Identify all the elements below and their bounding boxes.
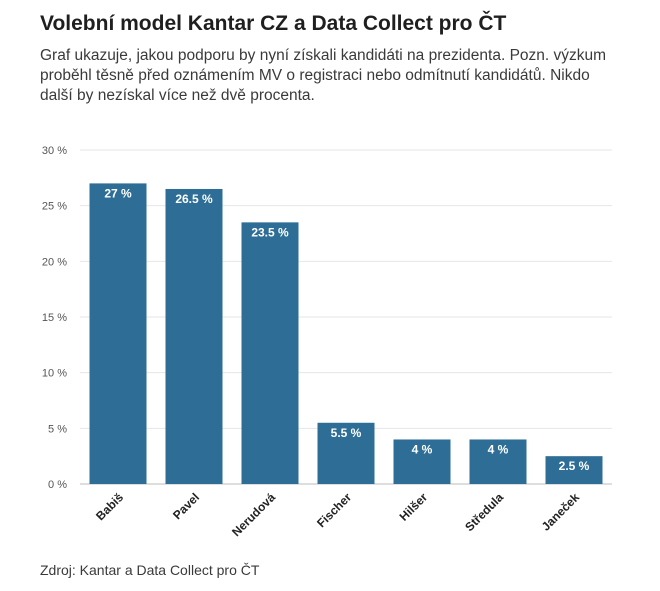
bar xyxy=(241,222,299,484)
chart-subtitle: Graf ukazuje, jakou podporu by nyní získ… xyxy=(40,47,607,104)
bar xyxy=(469,439,527,484)
y-tick-label: 5 % xyxy=(48,423,67,435)
x-tick-label: Pavel xyxy=(170,490,202,522)
bars: 27 % 26.5 % 23.5 % 5.5 % 4 % 4 % 2.5 % xyxy=(89,183,603,484)
bar xyxy=(317,422,375,484)
x-tick-label: Janeček xyxy=(539,490,583,534)
bar xyxy=(393,439,451,484)
y-tick-label: 30 % xyxy=(42,145,67,157)
bar-data-label: 27 % xyxy=(104,186,132,200)
x-tick-label: Hilšer xyxy=(397,490,431,524)
y-tick-label: 20 % xyxy=(42,256,67,268)
bar xyxy=(545,456,603,484)
bar-data-label: 4 % xyxy=(488,442,509,456)
bar-data-label: 4 % xyxy=(412,442,433,456)
chart-title: Volební model Kantar CZ a Data Collect p… xyxy=(40,12,507,35)
source-note: Zdroj: Kantar a Data Collect pro ČT xyxy=(40,562,260,578)
bar xyxy=(165,188,223,484)
x-tick-label: Nerudová xyxy=(229,490,278,539)
y-tick-label: 25 % xyxy=(42,201,67,213)
x-axis: Babiš Pavel Nerudová Fischer Hilšer Středula J… xyxy=(93,490,582,539)
y-axis: 0 % 5 % 10 % 15 % 20 % 25 % 30 % xyxy=(42,145,67,491)
x-tick-label: Fischer xyxy=(314,490,354,530)
bar-data-label: 5.5 % xyxy=(331,426,362,440)
y-tick-label: 0 % xyxy=(48,479,67,491)
bar-data-label: 26.5 % xyxy=(175,192,213,206)
x-tick-label: Středula xyxy=(462,490,506,534)
bar xyxy=(89,183,147,484)
y-tick-label: 10 % xyxy=(42,368,67,380)
bar-data-label: 2.5 % xyxy=(559,459,590,473)
y-tick-label: 15 % xyxy=(42,312,67,324)
bar-data-label: 23.5 % xyxy=(251,225,289,239)
x-tick-label: Babiš xyxy=(93,490,126,523)
